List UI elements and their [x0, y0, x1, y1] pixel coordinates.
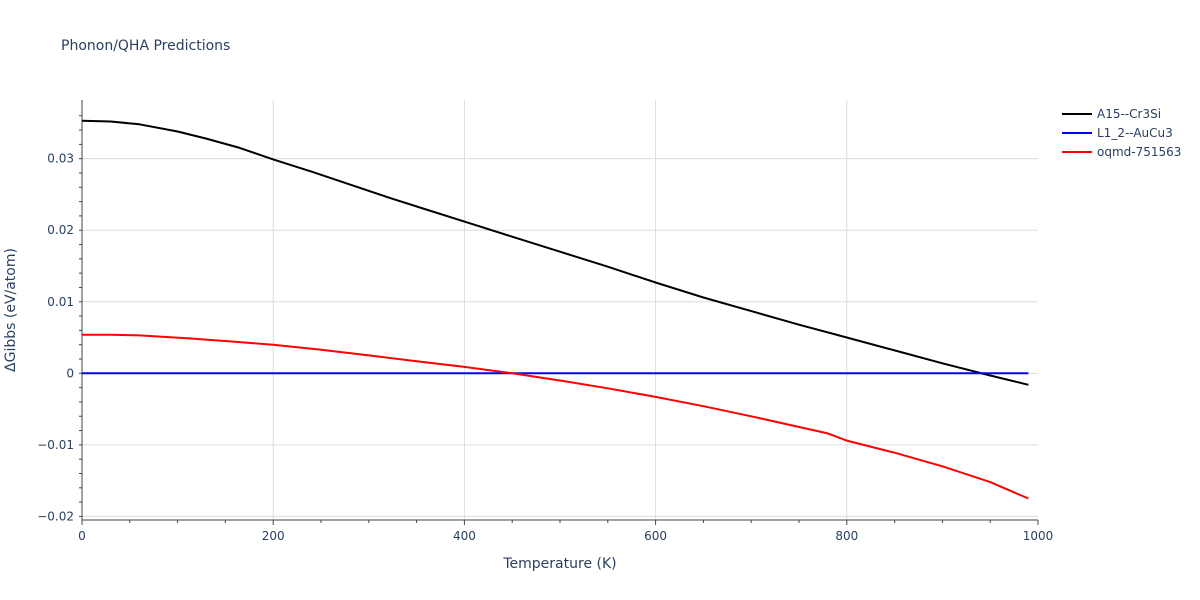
y-tick-label: 0: [66, 366, 74, 380]
x-tick-label: 1000: [1023, 529, 1054, 543]
x-tick-label: 400: [453, 529, 476, 543]
y-tick-label: 0.01: [47, 295, 74, 309]
y-tick-label: −0.02: [37, 509, 74, 523]
y-tick-label: 0.02: [47, 223, 74, 237]
x-tick-label: 0: [78, 529, 86, 543]
grid: [82, 100, 1038, 520]
series-group: [81, 119, 1029, 500]
x-tick-label: 200: [262, 529, 285, 543]
x-axis-title: Temperature (K): [502, 556, 616, 572]
x-tick-label: 800: [835, 529, 858, 543]
y-axis-title: ΔGibbs (eV/atom): [3, 248, 19, 372]
axes: 0 200 400 600 800 1000 −0.02 −0.01 0 0.01 0.02 0.03: [37, 100, 1053, 543]
legend: A15--Cr3Si L1_2--AuCu3 oqmd-751563: [1062, 107, 1181, 159]
legend-label: A15--Cr3Si: [1097, 107, 1161, 121]
legend-label: L1_2--AuCu3: [1097, 126, 1173, 140]
series-line-oqmd-751563: [82, 333, 1029, 500]
legend-label: oqmd-751563: [1097, 145, 1181, 159]
y-tick-label: −0.01: [37, 438, 74, 452]
series-line-A15--Cr3Si: [81, 119, 1029, 386]
chart-title: Phonon/QHA Predictions: [61, 38, 230, 54]
x-tick-label: 600: [644, 529, 667, 543]
y-tick-label: 0.03: [47, 152, 74, 166]
